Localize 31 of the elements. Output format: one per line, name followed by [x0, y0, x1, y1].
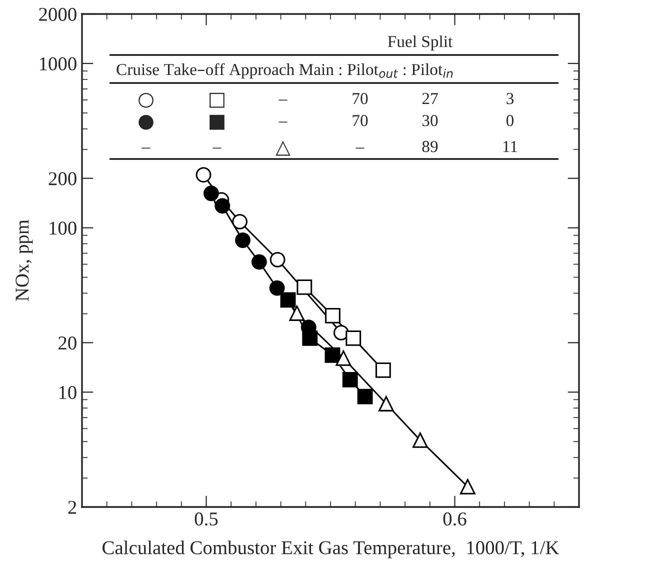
y-tick-label: 10: [59, 386, 76, 400]
annotation: 70: [352, 92, 368, 104]
x-axis-title: Calculated Combustor Exit Gas Temperature, 1000/T, 1/K: [102, 540, 560, 558]
x-tick-label: 0.5: [194, 512, 218, 526]
annotation: Cruise Take–off Approach Main : Pilot$_{out}$ : Pilot$_{in}$: [116, 63, 453, 79]
y-tick-label: 200: [48, 172, 76, 186]
y-tick-label: 2000: [39, 8, 76, 21]
annotation: –: [142, 148, 150, 149]
annotation: ●: [138, 114, 154, 130]
annotation: 27: [422, 92, 438, 104]
y-tick-label: 2: [68, 500, 76, 514]
annotation: △: [276, 140, 290, 156]
y-axis-title: NOx, ppm: [16, 220, 33, 301]
annotation: 89: [422, 140, 438, 152]
annotation: –: [278, 122, 288, 123]
annotation: 30: [422, 114, 438, 126]
annotation: 0: [506, 114, 514, 126]
y-tick-label: 1000: [40, 57, 76, 70]
annotation: 3: [506, 92, 514, 104]
annotation: □: [210, 92, 224, 108]
annotation: Fuel Split: [388, 35, 453, 51]
y-tick-label: 100: [50, 222, 76, 235]
annotation: ■: [210, 114, 224, 130]
annotation: 11: [503, 141, 518, 152]
annotation: –: [212, 148, 222, 149]
x-tick-label: 0.6: [443, 512, 466, 526]
y-tick-label: 20: [58, 336, 76, 350]
annotation: ○: [138, 92, 154, 108]
annotation: –: [278, 100, 288, 101]
annotation: 70: [352, 114, 368, 126]
annotation: –: [356, 148, 364, 149]
